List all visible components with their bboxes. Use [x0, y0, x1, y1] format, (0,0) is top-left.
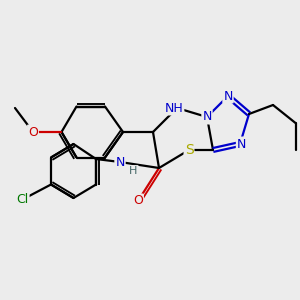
- Text: N: N: [237, 137, 246, 151]
- Text: H: H: [129, 166, 138, 176]
- Text: N: N: [202, 110, 212, 124]
- Text: O: O: [28, 125, 38, 139]
- Text: Cl: Cl: [16, 193, 28, 206]
- Text: S: S: [184, 143, 194, 157]
- Text: N: N: [223, 89, 233, 103]
- Text: N: N: [115, 155, 125, 169]
- Text: NH: NH: [165, 101, 183, 115]
- Text: O: O: [133, 194, 143, 208]
